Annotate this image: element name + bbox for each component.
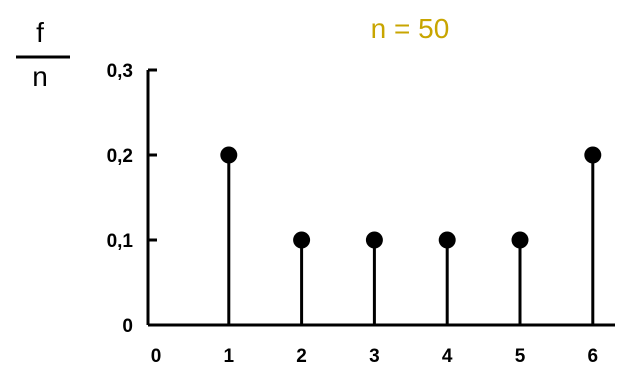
y-tick-label: 0 [122, 316, 133, 337]
y-tick-label: 0,2 [107, 146, 133, 167]
stem-point [438, 231, 456, 249]
y-axis-label: f n [16, 17, 70, 92]
y-tick-label: 0,1 [107, 231, 134, 252]
y-ticks: 0 0,1 0,2 0,3 [107, 61, 157, 337]
stem-point [220, 146, 238, 164]
x-tick-label: 0 [151, 346, 162, 367]
stem-point [293, 231, 311, 249]
stem-point [511, 231, 529, 249]
stem-point [365, 231, 383, 249]
stem-point [584, 146, 602, 164]
chart-title: n = 50 [371, 13, 450, 44]
stems [220, 146, 602, 325]
x-tick-label: 2 [296, 346, 307, 367]
x-tick-label: 1 [224, 346, 235, 367]
y-label-numerator: f [36, 17, 44, 48]
x-tick-label: 4 [442, 346, 453, 367]
x-tick-label: 5 [515, 346, 526, 367]
x-tick-label: 3 [369, 346, 380, 367]
x-tick-label: 6 [588, 346, 599, 367]
y-tick-label: 0,3 [107, 61, 133, 82]
y-label-denominator: n [32, 61, 48, 92]
x-ticks: 0 1 2 3 4 5 6 [151, 346, 598, 367]
